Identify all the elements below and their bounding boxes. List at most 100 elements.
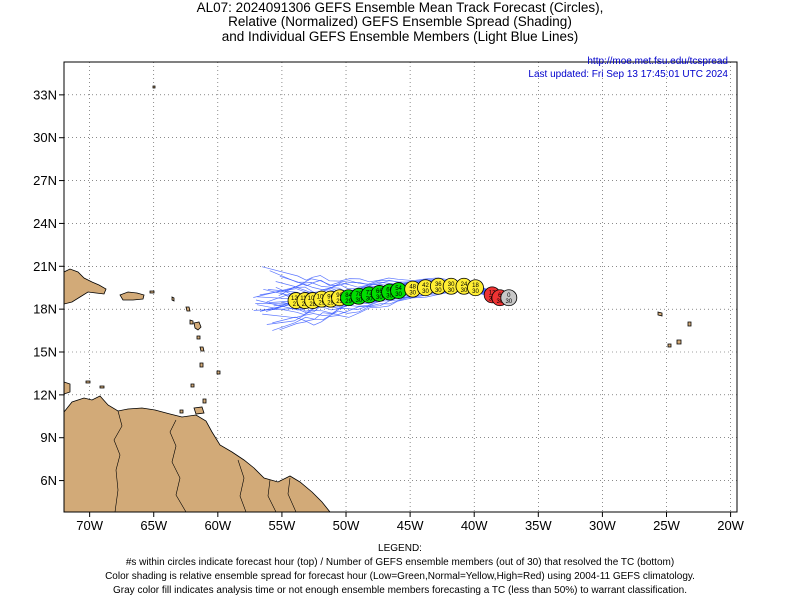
island-speck xyxy=(152,85,156,89)
title-line-2: Relative (Normalized) GEFS Ensemble Spre… xyxy=(228,14,572,29)
lat-tick-label: 15N xyxy=(33,345,57,360)
lon-tick-label: 50W xyxy=(333,518,360,533)
land-masses xyxy=(64,85,692,512)
mean-track-circles: 1202711428108281022996299029842978307230… xyxy=(287,277,518,309)
forecast-hour-label: 30 xyxy=(448,282,455,288)
member-count-label: 30 xyxy=(386,294,393,300)
trinidad-land xyxy=(193,406,205,415)
west-edge-land xyxy=(64,381,71,395)
forecast-hour-label: 36 xyxy=(435,282,442,288)
lat-tick-label: 33N xyxy=(33,87,57,102)
track-point-circle xyxy=(500,289,518,307)
hispaniola-land xyxy=(64,268,107,305)
latitude-axis: 33N 30N 27N 24N 21N 18N 15N 12N 9N 6N xyxy=(33,87,64,488)
legend-line-1: #s within circles indicate forecast hour… xyxy=(126,557,674,568)
lat-tick-label: 6N xyxy=(40,473,57,488)
island-speck xyxy=(185,306,191,312)
forecast-hour-label: 108 xyxy=(308,296,319,302)
member-count-label: 30 xyxy=(409,291,416,297)
island-speck xyxy=(199,362,204,368)
member-count-label: 29 xyxy=(327,301,334,307)
island-speck xyxy=(199,346,205,352)
forecast-hour-label: 120 xyxy=(291,296,302,302)
lon-tick-label: 20W xyxy=(717,518,744,533)
lon-tick-label: 40W xyxy=(461,518,488,533)
member-count-label: 30 xyxy=(422,289,429,295)
forecast-hour-label: 18 xyxy=(472,283,479,289)
forecast-hour-label: 48 xyxy=(409,285,416,291)
forecast-hour-label: 90 xyxy=(336,293,343,299)
track-point-circle xyxy=(467,279,484,297)
member-count-label: 29 xyxy=(318,301,325,307)
forecast-hour-label: 66 xyxy=(376,289,383,295)
island-speck xyxy=(190,383,195,388)
lat-tick-label: 21N xyxy=(33,259,57,274)
member-count-label: 30 xyxy=(355,298,362,304)
lon-tick-label: 45W xyxy=(397,518,424,533)
lon-tick-label: 30W xyxy=(589,518,616,533)
forecast-hour-label: 96 xyxy=(327,295,334,301)
forecast-hour-label: 102 xyxy=(317,295,328,301)
member-count-label: 30 xyxy=(505,299,512,305)
lat-tick-label: 9N xyxy=(40,430,57,445)
island-speck xyxy=(687,321,692,327)
lon-tick-label: 55W xyxy=(269,518,296,533)
forecast-hour-label: 12 xyxy=(489,290,496,296)
plot-frame xyxy=(63,61,738,513)
forecast-hour-label: 78 xyxy=(355,292,362,298)
member-count-label: 30 xyxy=(448,288,455,294)
forecast-hour-label: 72 xyxy=(366,290,373,296)
island-speck xyxy=(202,398,207,404)
member-count-label: 30 xyxy=(376,295,383,301)
member-count-label: 30 xyxy=(395,292,402,298)
forecast-hour-label: 54 xyxy=(395,286,402,292)
island-speck xyxy=(179,409,184,414)
forecast-hour-label: 84 xyxy=(345,293,352,299)
south-america-land xyxy=(64,395,331,512)
puerto-rico-land xyxy=(119,291,145,301)
track-point: 030 xyxy=(500,289,518,307)
country-borders xyxy=(113,410,297,512)
forecast-hour-label: 24 xyxy=(461,282,468,288)
title-line-1: AL07: 2024091306 GEFS Ensemble Mean Trac… xyxy=(197,0,604,15)
member-count-label: 29 xyxy=(345,299,352,305)
title-line-3: and Individual GEFS Ensemble Members (Li… xyxy=(222,29,578,44)
lon-tick-label: 25W xyxy=(653,518,680,533)
forecast-hour-label: 6 xyxy=(498,293,502,299)
lon-tick-label: 60W xyxy=(204,518,231,533)
member-count-label: 30 xyxy=(472,289,479,295)
member-count-label: 30 xyxy=(497,299,504,305)
lat-tick-label: 30N xyxy=(33,130,57,145)
source-url: http://moe.met.fsu.edu/tcspread xyxy=(587,56,728,67)
lat-tick-label: 27N xyxy=(33,173,57,188)
island-speck xyxy=(676,339,682,345)
longitude-axis: 70W 65W 60W 55W 50W 45W 40W 35W 30W 25W 20W xyxy=(76,512,745,533)
island-speck xyxy=(193,321,202,331)
island-speck xyxy=(667,343,672,348)
member-count-label: 28 xyxy=(302,302,309,308)
member-count-label: 27 xyxy=(293,302,300,308)
lat-tick-label: 12N xyxy=(33,387,57,402)
lon-tick-label: 35W xyxy=(525,518,552,533)
island-speck xyxy=(196,335,201,340)
island-speck xyxy=(189,319,194,325)
island-speck xyxy=(149,290,155,294)
member-count-label: 28 xyxy=(309,302,316,308)
legend-line-2: Color shading is relative ensemble sprea… xyxy=(105,571,695,582)
island-speck xyxy=(657,311,663,317)
legend-line-3: Gray color fill indicates analysis time … xyxy=(113,585,687,596)
lat-tick-label: 18N xyxy=(33,302,57,317)
island-speck xyxy=(99,385,105,389)
lon-tick-label: 70W xyxy=(76,518,103,533)
lon-tick-label: 65W xyxy=(140,518,167,533)
member-count-label: 30 xyxy=(435,288,442,294)
forecast-hour-label: 60 xyxy=(386,288,393,294)
legend-heading: LEGEND: xyxy=(378,543,422,554)
island-speck xyxy=(85,380,91,384)
last-updated: Last updated: Fri Sep 13 17:45:01 UTC 20… xyxy=(528,69,728,80)
